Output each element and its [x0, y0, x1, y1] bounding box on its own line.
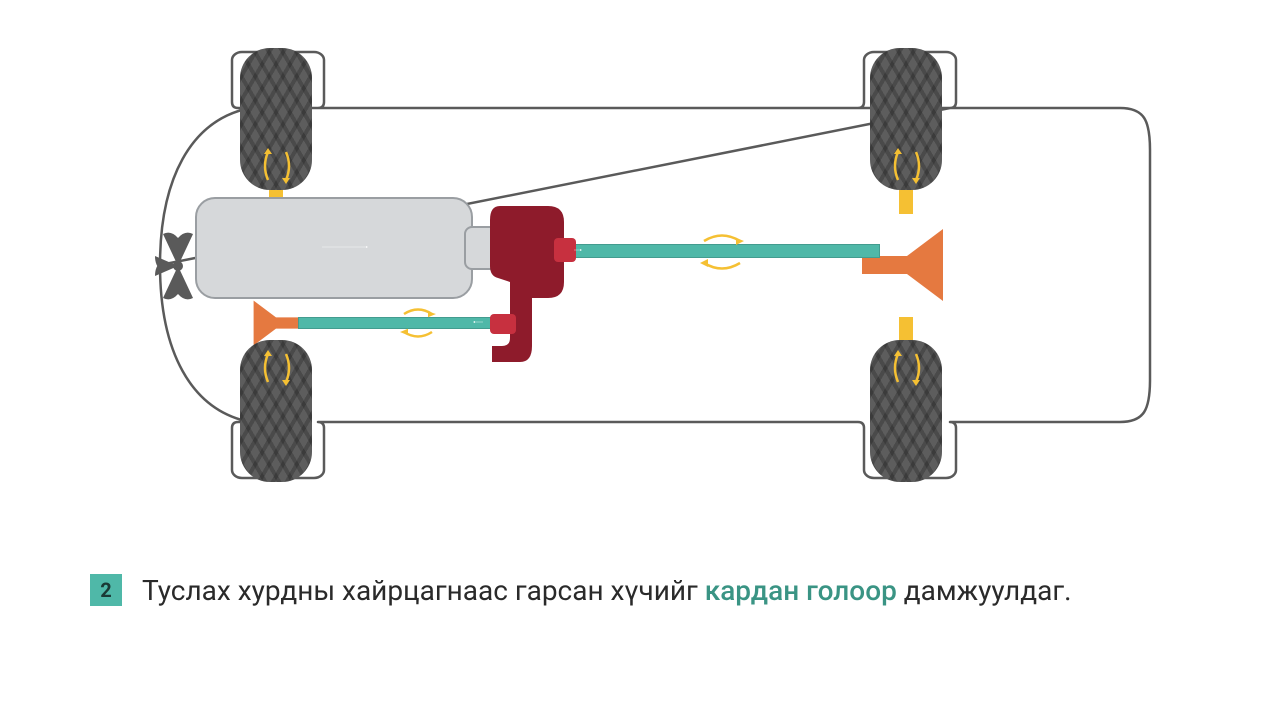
- rear-differential: [862, 220, 952, 310]
- drivetrain-diagram: [90, 30, 1190, 500]
- rotation-arrow-icon: [892, 350, 922, 386]
- flow-arrow-icon: [453, 321, 503, 323]
- caption-row: 2 Туслах хурдны хайрцагнаас гарсан хүчий…: [90, 570, 1190, 612]
- caption-text: Туслах хурдны хайрцагнаас гарсан хүчийг …: [142, 570, 1072, 612]
- caption-text-after: дамжуулдаг.: [897, 574, 1072, 607]
- caption-text-before: Туслах хурдны хайрцагнаас гарсан хүчийг: [142, 574, 705, 607]
- caption-highlight: кардан голоор: [705, 574, 897, 607]
- rotation-arrow-icon: [262, 350, 292, 386]
- rotation-arrow-icon: [892, 148, 922, 184]
- step-badge: 2: [90, 574, 122, 606]
- rotation-arrow-icon: [700, 230, 744, 274]
- engine-block: [195, 197, 473, 299]
- flow-arrow-icon: [558, 249, 598, 251]
- flow-arrow-icon: [230, 246, 460, 248]
- rotation-arrow-icon: [400, 305, 436, 341]
- rotation-arrow-icon: [262, 148, 292, 184]
- step-number: 2: [100, 578, 111, 602]
- transfer-case: [490, 206, 580, 366]
